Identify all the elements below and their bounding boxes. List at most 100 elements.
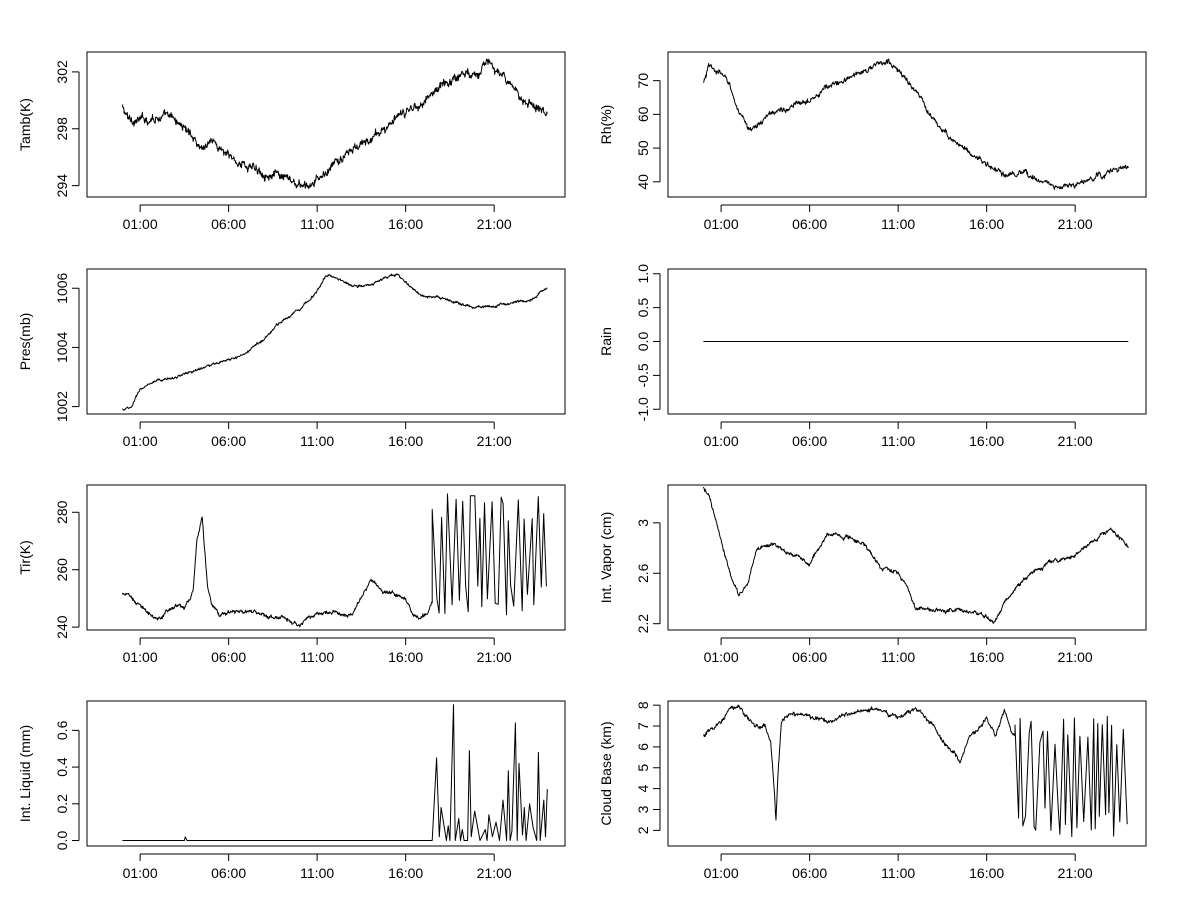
plot-frame <box>667 268 1147 415</box>
x-tick-label: 21:00 <box>477 649 512 665</box>
panel-cloud-base-km: 01:00 06:00 11:00 16:00 21:00 2 3 4 5 6 7 8 Cloud Ba… <box>598 700 1147 881</box>
y-tick-label: 2 <box>635 826 651 834</box>
panel-tir-k: 01:00 06:00 11:00 16:00 21:00 240 260 280 Tir(K) <box>17 484 566 665</box>
x-axis: 01:00 06:00 11:00 16:00 21:00 <box>123 853 512 881</box>
x-tick-label: 06:00 <box>792 865 827 881</box>
y-tick-label: 1.0 <box>635 264 651 284</box>
x-tick-label: 06:00 <box>211 649 246 665</box>
x-tick-label: 16:00 <box>388 865 423 881</box>
y-axis: -1.0 -0.5 0.0 0.5 1.0 <box>635 264 661 421</box>
plot-frame <box>667 484 1147 631</box>
y-tick-label: 7 <box>635 722 651 730</box>
series-line-int-liquid-mm <box>122 704 548 841</box>
x-axis: 01:00 06:00 11:00 16:00 21:00 <box>704 204 1093 232</box>
x-tick-label: 21:00 <box>1058 865 1093 881</box>
x-tick-label: 21:00 <box>1058 433 1093 449</box>
y-axis: 2 3 4 5 6 7 8 <box>635 701 661 834</box>
y-tick-label: 0.2 <box>54 794 70 814</box>
x-tick-label: 01:00 <box>123 865 158 881</box>
x-tick-label: 11:00 <box>881 216 915 232</box>
series-line-rh <box>702 58 1129 190</box>
y-tick-label: 70 <box>635 73 651 89</box>
x-tick-label: 21:00 <box>477 433 512 449</box>
x-axis: 01:00 06:00 11:00 16:00 21:00 <box>704 853 1093 881</box>
x-tick-label: 16:00 <box>969 433 1004 449</box>
y-tick-label: 280 <box>54 500 70 524</box>
x-tick-label: 11:00 <box>300 649 334 665</box>
y-axis-title: Tamb(K) <box>17 98 33 151</box>
panel-tamb-k: 01:00 06:00 11:00 16:00 21:00 294 298 302 Tamb(K… <box>17 51 566 232</box>
x-tick-label: 11:00 <box>300 433 334 449</box>
x-axis: 01:00 06:00 11:00 16:00 21:00 <box>123 637 512 665</box>
x-tick-label: 06:00 <box>792 433 827 449</box>
y-tick-label: 0.0 <box>54 831 70 851</box>
series-line-tir-k <box>121 493 547 628</box>
x-tick-label: 16:00 <box>388 649 423 665</box>
plot-frame <box>86 700 566 847</box>
plot-frame <box>86 484 566 631</box>
x-tick-label: 16:00 <box>388 216 423 232</box>
y-axis-title: Tir(K) <box>17 540 33 574</box>
y-tick-label: 8 <box>635 701 651 709</box>
x-tick-label: 01:00 <box>123 216 158 232</box>
series-line-pres-mb <box>122 273 548 411</box>
x-tick-label: 01:00 <box>704 649 739 665</box>
x-tick-label: 21:00 <box>1058 216 1093 232</box>
x-tick-label: 11:00 <box>881 865 915 881</box>
panel-rh: 01:00 06:00 11:00 16:00 21:00 40 50 60 70 Rh(%) <box>598 51 1147 232</box>
y-axis: 2.2 2.6 3 <box>635 519 661 634</box>
x-tick-label: 16:00 <box>969 649 1004 665</box>
y-axis-title: Rh(%) <box>598 105 614 145</box>
y-tick-label: -1.0 <box>635 397 651 421</box>
x-tick-label: 21:00 <box>477 865 512 881</box>
x-tick-label: 01:00 <box>704 216 739 232</box>
x-tick-label: 06:00 <box>211 216 246 232</box>
x-tick-label: 16:00 <box>388 433 423 449</box>
y-axis-title: Rain <box>598 327 614 356</box>
y-tick-label: 2.2 <box>635 614 651 634</box>
y-tick-label: 5 <box>635 764 651 772</box>
series-line-tamb-k <box>121 58 548 190</box>
panel-pres-mb: 01:00 06:00 11:00 16:00 21:00 1002 1004 1006 Pre… <box>17 268 566 449</box>
x-tick-label: 01:00 <box>123 649 158 665</box>
x-tick-label: 06:00 <box>211 865 246 881</box>
y-tick-label: 1002 <box>54 391 70 422</box>
y-axis: 0.0 0.2 0.4 0.6 <box>54 720 80 851</box>
x-tick-label: 21:00 <box>477 216 512 232</box>
x-tick-label: 11:00 <box>300 216 334 232</box>
y-tick-label: 1004 <box>54 332 70 363</box>
y-tick-label: 302 <box>54 60 70 84</box>
x-tick-label: 11:00 <box>881 649 915 665</box>
plot-frame <box>667 51 1147 198</box>
panel-int-liquid-mm: 01:00 06:00 11:00 16:00 21:00 0.0 0.2 0.4 0.6 Int… <box>17 700 566 881</box>
y-tick-label: 6 <box>635 743 651 751</box>
y-tick-label: 3 <box>635 805 651 813</box>
series-line-int-vapor-cm <box>702 486 1129 624</box>
x-axis: 01:00 06:00 11:00 16:00 21:00 <box>123 204 512 232</box>
y-tick-label: 0.5 <box>635 298 651 318</box>
y-tick-label: 50 <box>635 140 651 156</box>
y-tick-label: 3 <box>635 519 651 527</box>
x-tick-label: 11:00 <box>881 433 915 449</box>
y-axis: 294 298 302 <box>54 60 80 198</box>
y-axis-title: Int. Vapor (cm) <box>598 512 614 604</box>
y-tick-label: 0.0 <box>635 332 651 352</box>
y-tick-label: 40 <box>635 174 651 190</box>
y-tick-label: 2.6 <box>635 563 651 583</box>
y-tick-label: 0.4 <box>54 757 70 777</box>
y-axis: 1002 1004 1006 <box>54 272 80 422</box>
y-axis: 40 50 60 70 <box>635 73 661 190</box>
y-tick-label: 294 <box>54 174 70 198</box>
y-tick-label: -0.5 <box>635 363 651 387</box>
y-tick-label: 0.6 <box>54 720 70 740</box>
x-tick-label: 06:00 <box>211 433 246 449</box>
x-tick-label: 06:00 <box>792 649 827 665</box>
x-axis: 01:00 06:00 11:00 16:00 21:00 <box>704 421 1093 449</box>
x-tick-label: 01:00 <box>704 865 739 881</box>
series-line-cloud-base-km <box>702 704 1128 838</box>
x-axis: 01:00 06:00 11:00 16:00 21:00 <box>123 421 512 449</box>
y-axis-title: Int. Liquid (mm) <box>17 725 33 822</box>
x-tick-label: 16:00 <box>969 865 1004 881</box>
plot-frame <box>667 700 1147 847</box>
